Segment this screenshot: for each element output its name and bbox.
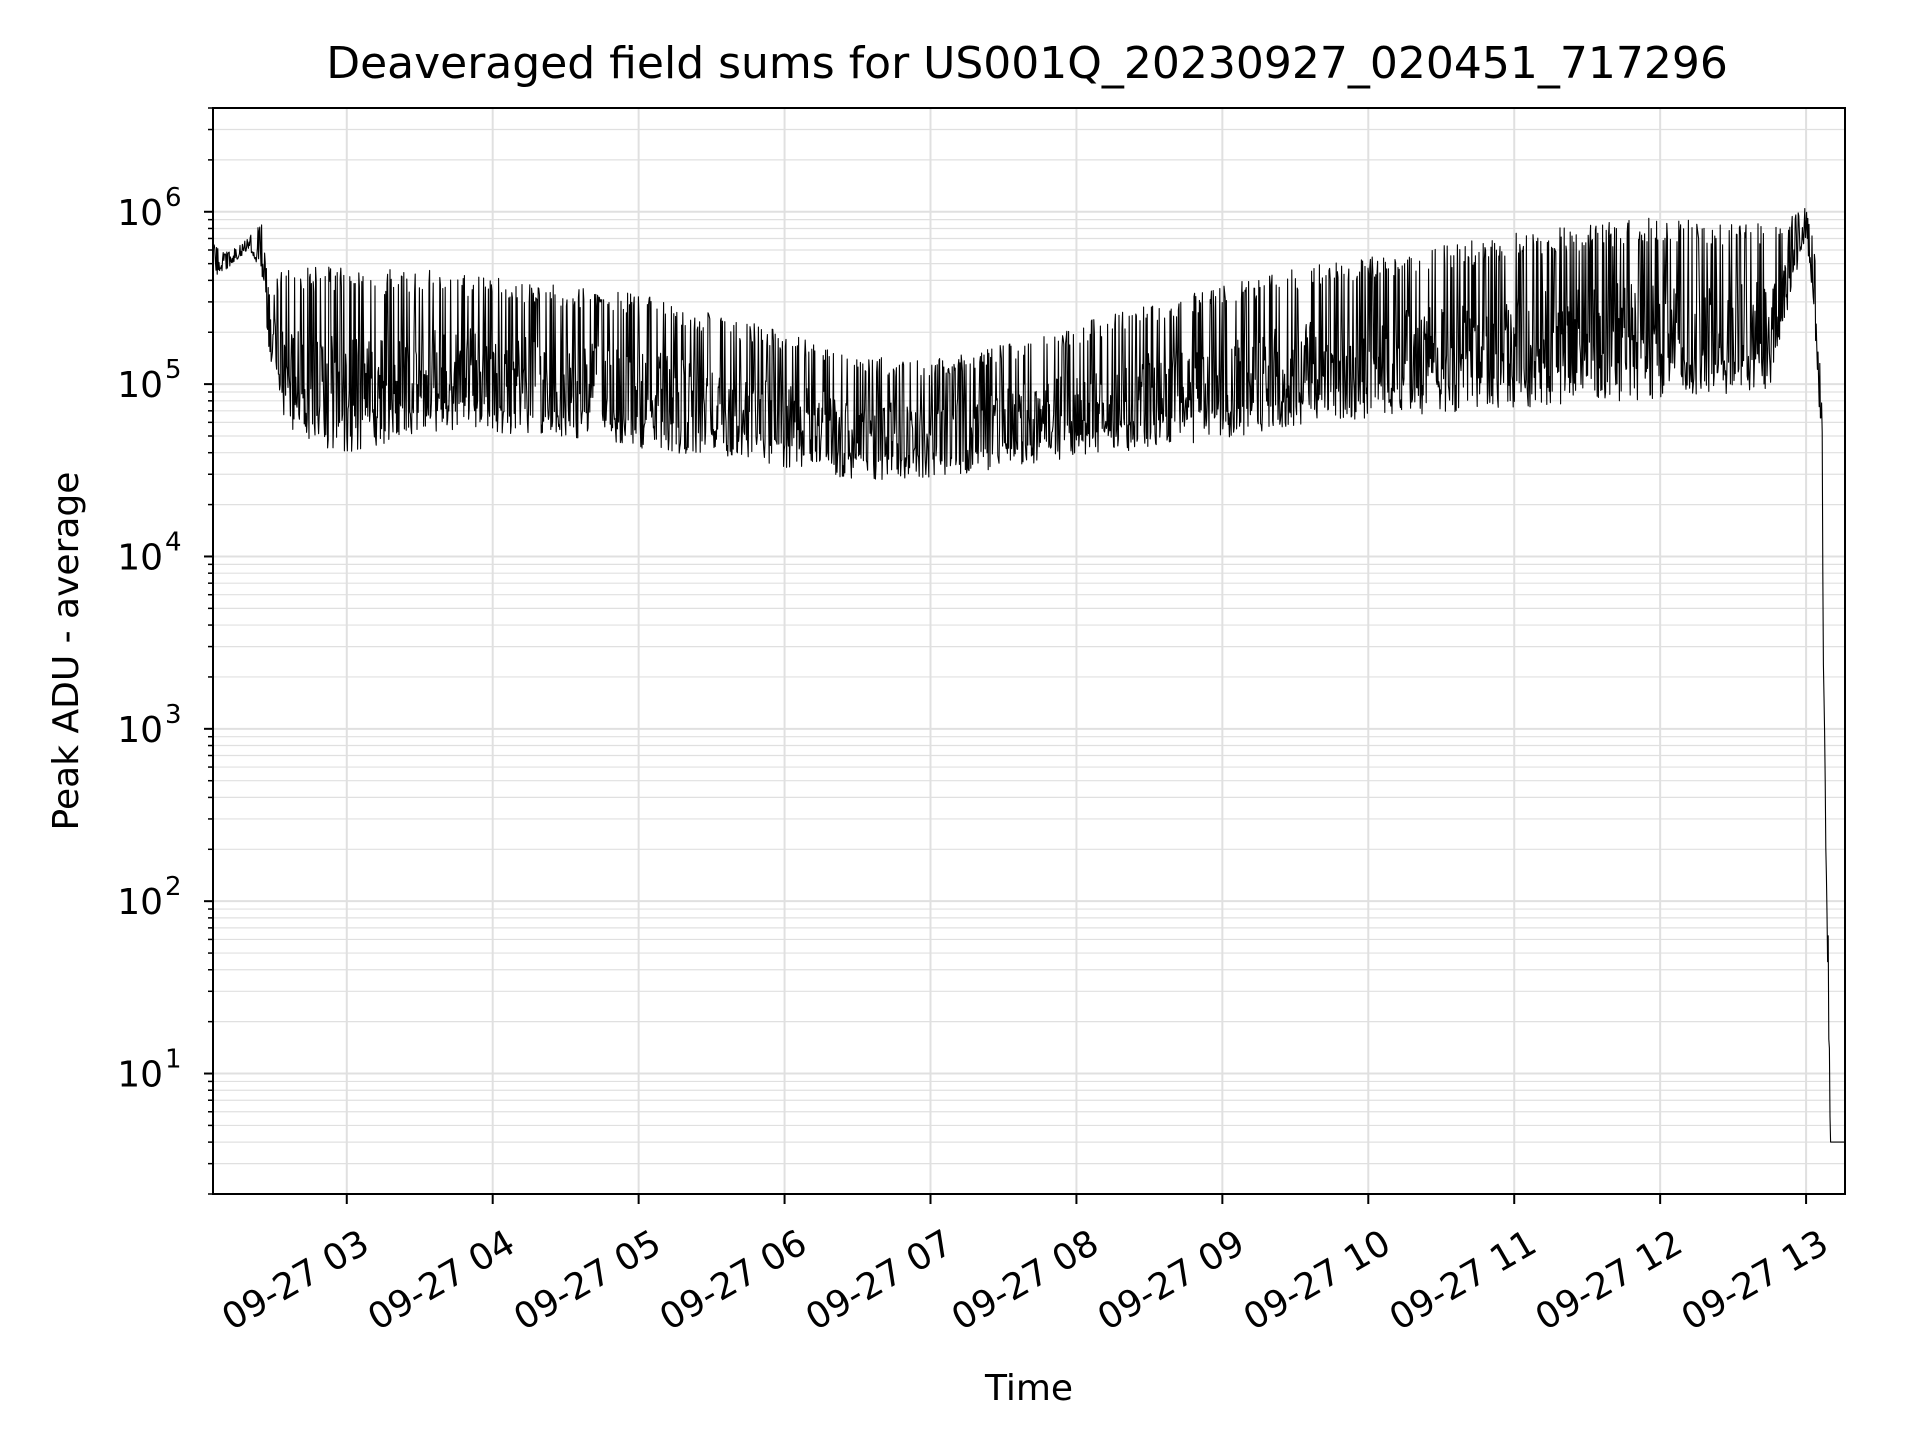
y-tick-label-exponent: 5: [165, 355, 182, 385]
y-tick-label: 10 5: [117, 355, 181, 406]
y-tick-label-base: 10: [117, 537, 163, 578]
y-tick-label-exponent: 4: [165, 527, 182, 557]
y-tick-label-base: 10: [117, 365, 163, 406]
y-tick-label: 10 4: [117, 527, 181, 578]
y-tick-label-exponent: 3: [165, 700, 182, 730]
y-tick-label-base: 10: [117, 193, 163, 234]
y-tick-label-exponent: 6: [165, 183, 182, 213]
y-tick-label-base: 10: [117, 710, 163, 751]
y-tick-label: 10 1: [117, 1045, 181, 1096]
y-tick-label-base: 10: [117, 1055, 163, 1096]
y-tick-label: 10 6: [117, 183, 181, 234]
y-tick-label-base: 10: [117, 882, 163, 923]
axes-frame: [212, 107, 1846, 1195]
y-tick-label-exponent: 2: [165, 872, 182, 902]
x-axis-label: Time: [984, 1368, 1073, 1409]
y-tick-label-exponent: 1: [165, 1045, 182, 1075]
y-tick-label: 10 2: [117, 872, 181, 923]
y-axis-label: Peak ADU - average: [46, 472, 87, 831]
series-line: [212, 207, 1845, 1143]
grid: [213, 107, 1845, 1195]
y-tick-label: 10 3: [117, 700, 181, 751]
plot-area: [212, 207, 1845, 1143]
chart-title: Deaveraged field sums for US001Q_2023092…: [326, 38, 1728, 89]
